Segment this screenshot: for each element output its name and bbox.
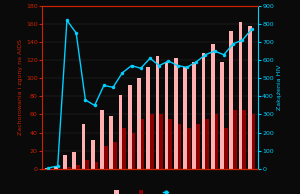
Y-axis label: Zachorowania i zgony na AIDS: Zachorowania i zgony na AIDS xyxy=(18,39,23,135)
Bar xyxy=(159,114,163,169)
Bar xyxy=(82,124,86,169)
Bar xyxy=(128,86,131,169)
Bar xyxy=(146,67,150,169)
Bar xyxy=(113,142,117,169)
Bar xyxy=(91,140,94,169)
Bar xyxy=(224,128,227,169)
Bar xyxy=(100,110,104,169)
Bar xyxy=(233,110,237,169)
Bar xyxy=(202,53,206,169)
Bar xyxy=(206,119,209,169)
Bar xyxy=(131,133,135,169)
Bar xyxy=(94,162,98,169)
Bar xyxy=(187,128,190,169)
Bar xyxy=(150,114,154,169)
Bar xyxy=(137,78,141,169)
Bar xyxy=(110,116,113,169)
Bar xyxy=(251,114,255,169)
Bar xyxy=(248,26,251,169)
Bar xyxy=(122,128,126,169)
Bar xyxy=(73,152,76,169)
Y-axis label: Zakążenia HIV: Zakążenia HIV xyxy=(277,65,282,110)
Bar xyxy=(169,119,172,169)
Bar xyxy=(196,124,200,169)
Bar xyxy=(45,168,49,169)
Bar xyxy=(155,56,159,169)
Bar xyxy=(76,165,80,169)
Bar xyxy=(118,94,122,169)
Bar xyxy=(193,62,196,169)
Bar xyxy=(104,146,107,169)
Bar xyxy=(220,62,224,169)
Bar xyxy=(238,22,242,169)
Legend: , , : , , xyxy=(114,190,168,194)
Bar xyxy=(211,44,214,169)
Bar xyxy=(67,167,70,169)
Bar xyxy=(63,155,67,169)
Bar xyxy=(230,31,233,169)
Bar xyxy=(174,58,178,169)
Bar xyxy=(141,119,145,169)
Bar xyxy=(183,67,187,169)
Bar xyxy=(242,110,246,169)
Bar xyxy=(178,124,182,169)
Bar xyxy=(54,167,58,169)
Bar xyxy=(214,114,218,169)
Bar xyxy=(85,160,89,169)
Bar xyxy=(165,62,169,169)
